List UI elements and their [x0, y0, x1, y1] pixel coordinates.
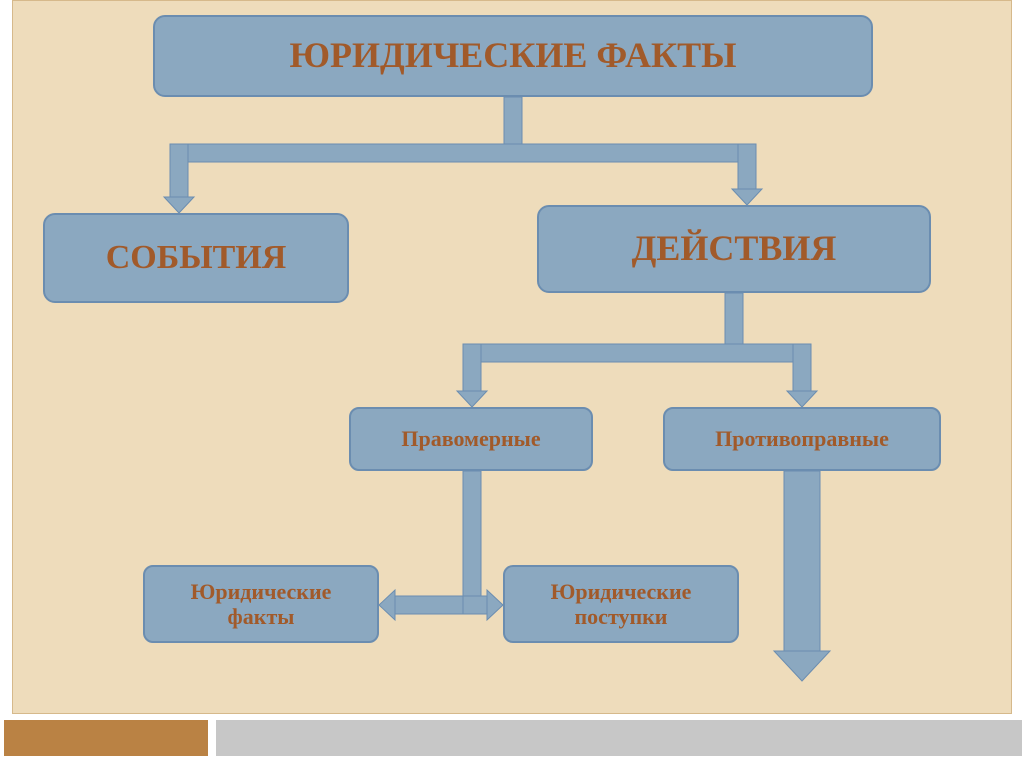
node-facts-label: Юридические факты [191, 579, 332, 630]
node-root: ЮРИДИЧЕСКИЕ ФАКТЫ [153, 15, 873, 97]
node-actions: ДЕЙСТВИЯ [537, 205, 931, 293]
node-deeds: Юридические поступки [503, 565, 739, 643]
node-events: СОБЫТИЯ [43, 213, 349, 303]
footer-bar [0, 720, 1024, 756]
footer-accent-left [4, 720, 208, 756]
footer-accent-right [216, 720, 1022, 756]
node-unlawful-label: Противоправные [715, 426, 889, 451]
node-unlawful: Противоправные [663, 407, 941, 471]
node-lawful-label: Правомерные [401, 426, 540, 451]
diagram-canvas: ЮРИДИЧЕСКИЕ ФАКТЫ СОБЫТИЯ ДЕЙСТВИЯ Правомер… [12, 0, 1012, 714]
node-events-label: СОБЫТИЯ [106, 238, 287, 277]
node-actions-label: ДЕЙСТВИЯ [632, 228, 837, 269]
node-lawful: Правомерные [349, 407, 593, 471]
node-deeds-label: Юридические поступки [551, 579, 692, 630]
node-facts: Юридические факты [143, 565, 379, 643]
node-root-label: ЮРИДИЧЕСКИЕ ФАКТЫ [290, 35, 737, 76]
